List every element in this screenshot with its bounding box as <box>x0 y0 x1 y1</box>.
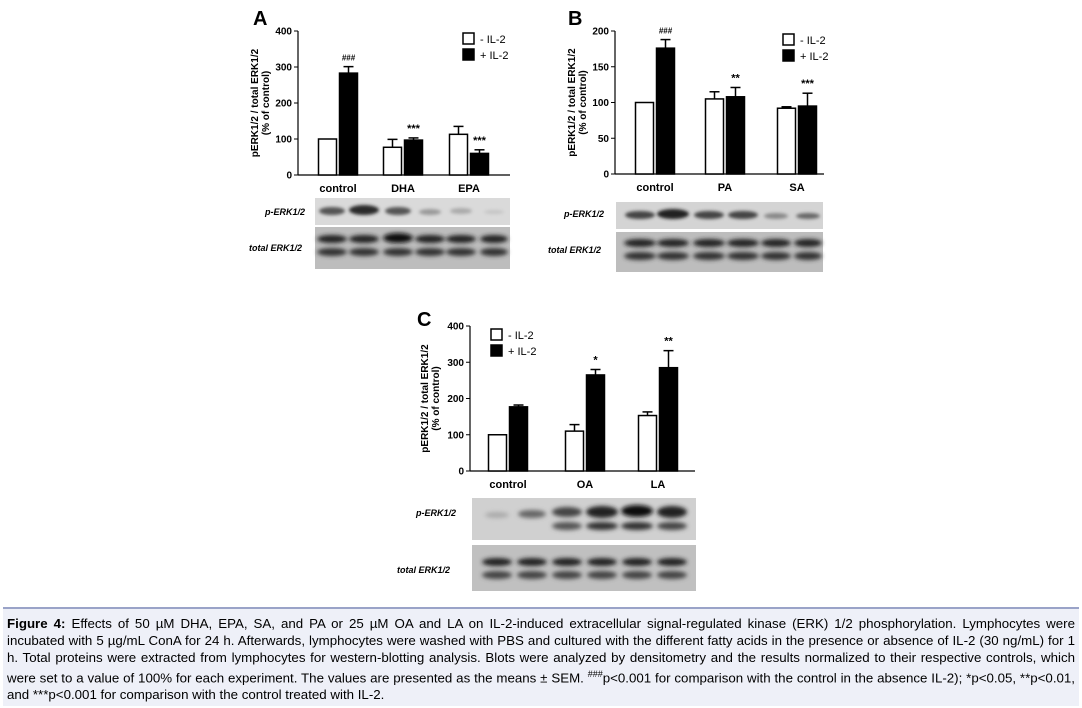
panel-a-bar-plus-il2 <box>469 152 490 176</box>
panel-a-bar-minus-il2 <box>317 138 338 176</box>
panel-a-category-label: EPA <box>458 183 480 195</box>
panel-a-bar-minus-il2 <box>382 146 403 176</box>
panel-a-y-tick-label: 400 <box>275 27 292 38</box>
panel-a-legend-label-plus: + IL-2 <box>480 50 508 62</box>
panel-c-category-label: OA <box>577 479 594 491</box>
caption-label: Figure 4: <box>7 616 66 631</box>
panel-c-bar-minus-il2 <box>564 430 585 472</box>
panel-b-y-axis-label: pERK1/2 / total ERK1/2 <box>567 48 578 157</box>
panel-c-legend-swatch-plus <box>490 344 503 357</box>
panel-a-legend-swatch-minus <box>462 32 475 45</box>
panel-label-a: A <box>253 8 267 30</box>
panel-c-y-axis-label: pERK1/2 / total ERK1/2 <box>420 344 431 453</box>
panel-b-category-label: PA <box>718 182 733 194</box>
panel-b-category-label: control <box>636 182 673 194</box>
blot-label-c-total: total ERK1/2 <box>397 565 450 575</box>
panel-b-bar-minus-il2 <box>634 101 655 175</box>
panel-b-bar-plus-il2 <box>655 47 676 175</box>
panel-b-category-label: SA <box>789 182 804 194</box>
panel-c-y-tick-label: 0 <box>458 467 464 478</box>
panel-b-y-tick-label: 200 <box>592 27 609 38</box>
panel-c-significance-mark: ** <box>664 336 673 348</box>
panel-a-y-tick-label: 200 <box>275 99 292 110</box>
panel-b-significance-mark: *** <box>801 78 815 90</box>
panel-c-y-tick-label: 300 <box>447 358 464 369</box>
panel-label-c: C <box>417 309 431 331</box>
panel-a-legend: - IL-2 + IL-2 <box>462 32 508 62</box>
caption-text: Effects of 50 µM DHA, EPA, SA, and PA or… <box>7 616 1075 686</box>
panel-b-y-tick-label: 100 <box>592 98 609 109</box>
figure-canvas: A B C 0 100 200 300 400 pERK1/2 / total ERK1/… <box>249 8 828 591</box>
panel-b-bar-plus-il2 <box>797 105 818 175</box>
blot-label-a-total: total ERK1/2 <box>249 243 302 253</box>
panel-c-bar-plus-il2 <box>508 406 529 472</box>
caption-tail: p<0.001 for comparison with the control … <box>7 670 1075 703</box>
panel-b-y-tick-label: 0 <box>603 170 609 181</box>
panel-label-b: B <box>568 8 582 30</box>
panel-c-legend: - IL-2 + IL-2 <box>490 328 536 358</box>
panel-b-legend: - IL-2 + IL-2 <box>782 33 828 63</box>
panel-a-y-tick-label: 100 <box>275 135 292 146</box>
panel-b-y-axis-unit: (% of control) <box>578 70 589 134</box>
blot-image-a-total <box>315 227 510 269</box>
panel-a-legend-swatch-plus <box>462 48 475 61</box>
panel-b-legend-label-plus: + IL-2 <box>800 51 828 63</box>
panel-a-bar-plus-il2 <box>403 139 424 176</box>
blot-image-c-total <box>472 545 696 591</box>
panel-b-significance-mark: ** <box>731 72 740 84</box>
panel-a-category-label: control <box>319 183 356 195</box>
blot-label-c-p: p-ERK1/2 <box>415 508 456 518</box>
panel-c-y-tick-label: 200 <box>447 394 464 405</box>
chart-panel-a: 0 100 200 300 400 pERK1/2 / total ERK1/2 (% of… <box>250 27 510 195</box>
panel-c-y-tick-label: 400 <box>447 322 464 333</box>
panel-a-legend-label-minus: - IL-2 <box>480 34 506 46</box>
blot-label-a-p: p-ERK1/2 <box>264 207 305 217</box>
blot-image-b-total <box>616 232 823 272</box>
panel-a-bar-plus-il2 <box>338 72 359 176</box>
panel-c-category-label: LA <box>651 479 666 491</box>
panel-c-legend-label-minus: - IL-2 <box>508 330 534 342</box>
panel-c-y-tick-label: 100 <box>447 430 464 441</box>
panel-a-significance-mark: ### <box>342 54 356 63</box>
panel-b-bar-plus-il2 <box>725 96 746 175</box>
panel-b-legend-label-minus: - IL-2 <box>800 35 826 47</box>
panel-b-legend-swatch-plus <box>782 49 795 62</box>
panel-c-legend-swatch-minus <box>490 328 503 341</box>
blot-image-b-p <box>616 202 823 229</box>
panel-a-category-label: DHA <box>391 183 415 195</box>
blot-image-c-p <box>472 498 696 540</box>
panel-c-category-label: control <box>489 479 526 491</box>
panel-b-bar-minus-il2 <box>704 98 725 175</box>
figure-caption: Figure 4: Effects of 50 µM DHA, EPA, SA,… <box>3 607 1079 706</box>
blot-image-a-p <box>315 198 510 225</box>
panel-a-y-axis-label: pERK1/2 / total ERK1/2 <box>250 48 261 157</box>
chart-panel-c: 0 100 200 300 400 pERK1/2 / total ERK1/2 (% of… <box>420 322 695 491</box>
blot-label-b-p: p-ERK1/2 <box>563 209 604 219</box>
panel-c-bar-minus-il2 <box>487 434 508 472</box>
panel-c-y-axis-unit: (% of control) <box>431 366 442 430</box>
panel-c-significance-mark: * <box>593 355 598 367</box>
chart-panel-b: 0 50 100 150 200 pERK1/2 / total ERK1/2 (% of … <box>567 27 828 195</box>
panel-a-significance-mark: *** <box>473 135 487 147</box>
panel-a-y-tick-label: 300 <box>275 63 292 74</box>
panel-b-y-tick-label: 150 <box>592 62 609 73</box>
panel-a-y-tick-label: 0 <box>286 171 292 182</box>
blot-label-b-total: total ERK1/2 <box>548 245 601 255</box>
panel-b-y-tick-label: 50 <box>598 134 610 145</box>
panel-a-bar-minus-il2 <box>448 133 469 176</box>
caption-superscript: ### <box>587 669 603 679</box>
panel-c-bar-plus-il2 <box>585 374 606 472</box>
panel-c-legend-label-plus: + IL-2 <box>508 346 536 358</box>
panel-b-significance-mark: ### <box>659 27 673 36</box>
panel-a-significance-mark: *** <box>407 123 421 135</box>
panel-c-bar-minus-il2 <box>637 414 658 472</box>
panel-b-bar-minus-il2 <box>776 107 797 175</box>
panel-c-bar-plus-il2 <box>658 366 679 472</box>
panel-b-legend-swatch-minus <box>782 33 795 46</box>
panel-a-y-axis-unit: (% of control) <box>261 71 272 135</box>
